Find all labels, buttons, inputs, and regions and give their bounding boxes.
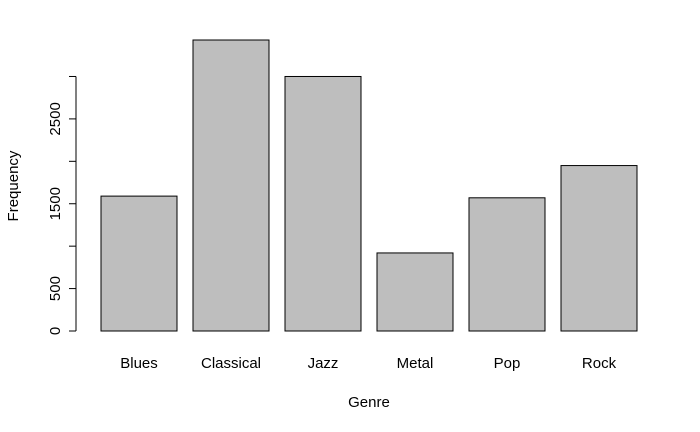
x-tick-label: Classical xyxy=(201,355,261,372)
bar xyxy=(192,39,270,332)
x-tick-label: Jazz xyxy=(308,355,339,372)
bar xyxy=(376,252,454,332)
x-tick-label: Blues xyxy=(120,355,158,372)
y-tick-label: 2500 xyxy=(47,102,64,135)
x-tick-label: Metal xyxy=(397,355,434,372)
bar xyxy=(468,197,546,332)
y-tick-label: 1500 xyxy=(47,187,64,220)
y-tick-label: 500 xyxy=(47,276,64,301)
y-axis-label: Frequency xyxy=(5,150,22,221)
bar xyxy=(100,195,178,332)
y-tick-label: 0 xyxy=(47,327,64,335)
bar xyxy=(560,165,638,332)
x-tick-label: Pop xyxy=(494,355,521,372)
bar xyxy=(284,75,362,332)
x-tick-label: Rock xyxy=(582,355,617,372)
x-axis-label: Genre xyxy=(348,394,390,411)
